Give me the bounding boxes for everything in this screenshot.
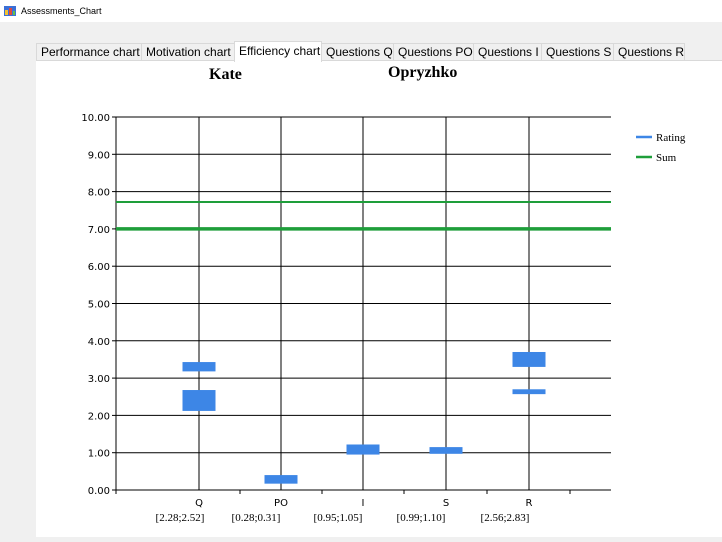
range-label: [0.95;1.05]: [314, 512, 363, 524]
tab-performance-chart[interactable]: Performance chart: [36, 43, 142, 60]
range-label: [0.28;0.31]: [232, 512, 281, 524]
y-tick-label: 6.00: [88, 262, 110, 273]
rating-bar-s: [429, 447, 463, 454]
range-label: [2.56;2.83]: [481, 512, 530, 524]
x-tick-label: I: [362, 498, 365, 509]
tab-questions-i[interactable]: Questions I: [473, 43, 542, 60]
rating-bar-po: [264, 475, 298, 484]
rating-bar-q: [182, 362, 216, 372]
tab-questions-s[interactable]: Questions S: [541, 43, 614, 60]
chart-title-first-name: Kate: [209, 66, 242, 83]
x-tick-label: S: [443, 498, 449, 509]
y-tick-label: 4.00: [88, 337, 110, 348]
window-title: Assessments_Chart: [21, 6, 102, 16]
y-tick-label: 2.00: [88, 411, 110, 422]
title-bar: Assessments_Chart: [0, 0, 722, 22]
tab-questions-r[interactable]: Questions R: [613, 43, 685, 60]
x-tick-label: R: [526, 498, 533, 509]
y-tick-label: 5.00: [88, 300, 110, 311]
rating-bar-r: [512, 389, 546, 395]
x-tick-label: PO: [274, 498, 288, 509]
rating-bar-r: [512, 351, 546, 367]
chart-app-icon: [4, 6, 16, 16]
y-tick-label: 10.00: [81, 113, 110, 124]
tab-motivation-chart[interactable]: Motivation chart: [141, 43, 235, 60]
tab-strip: Performance chart Motivation chart Effic…: [36, 41, 722, 62]
y-tick-label: 0.00: [88, 486, 110, 497]
y-tick-label: 9.00: [88, 150, 110, 161]
y-tick-label: 8.00: [88, 188, 110, 199]
legend-label-sum: Sum: [656, 152, 677, 164]
range-label: [2.28;2.52]: [156, 512, 205, 524]
y-tick-label: 1.00: [88, 449, 110, 460]
chart-title-last-name: Opryzhko: [388, 64, 458, 81]
tab-questions-q[interactable]: Questions Q: [321, 43, 394, 60]
y-tick-label: 7.00: [88, 225, 110, 236]
tab-efficiency-chart[interactable]: Efficiency chart: [234, 41, 322, 62]
legend-label-rating: Rating: [656, 132, 686, 144]
rating-bar-i: [346, 444, 380, 455]
y-tick-label: 3.00: [88, 374, 110, 385]
rating-bar-q: [182, 390, 216, 411]
x-tick-label: Q: [195, 498, 203, 509]
range-label: [0.99;1.10]: [397, 512, 446, 524]
tab-panel: [36, 60, 722, 537]
